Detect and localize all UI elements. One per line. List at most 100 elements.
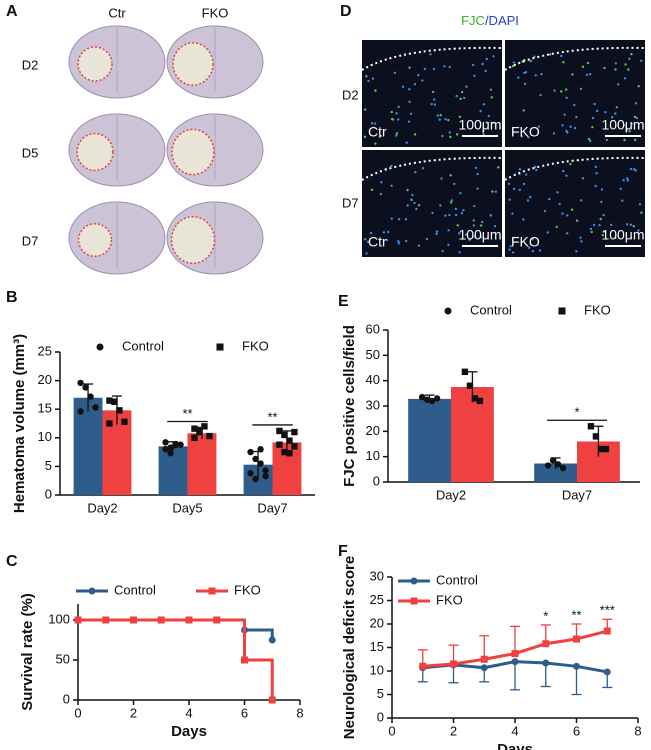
row-label: D7 <box>342 195 359 210</box>
cell <box>619 187 622 190</box>
cell <box>511 251 515 254</box>
cell <box>438 118 441 121</box>
cell <box>417 73 420 77</box>
cell <box>473 204 476 208</box>
image-label: Ctr <box>368 124 387 140</box>
data-point <box>252 455 259 463</box>
cell <box>395 132 399 135</box>
cell <box>421 79 424 82</box>
cell <box>465 85 468 88</box>
cell <box>460 90 464 94</box>
cell <box>423 67 427 71</box>
y-tick-label: 5 <box>377 686 384 701</box>
data-point <box>419 662 427 670</box>
image-label: FKO <box>511 234 540 250</box>
data-point <box>116 407 123 414</box>
cell <box>520 135 524 138</box>
cell <box>522 109 525 112</box>
cell <box>453 182 456 186</box>
data-point <box>77 379 84 387</box>
cell <box>395 112 398 115</box>
cell <box>479 236 483 239</box>
image-label: FKO <box>511 124 540 140</box>
cell <box>429 53 432 56</box>
cell <box>598 223 601 227</box>
cell <box>431 211 434 215</box>
cell <box>441 249 444 253</box>
x-tick-label: 8 <box>296 705 303 720</box>
cell <box>390 184 393 187</box>
cell <box>600 200 603 204</box>
survival-step <box>244 628 274 640</box>
panel-letter: E <box>338 293 349 310</box>
cell <box>481 62 484 66</box>
cell <box>548 197 551 201</box>
cell <box>595 171 598 175</box>
edge <box>504 156 646 181</box>
y-axis-label: Hematoma volume (mm³) <box>11 334 28 513</box>
data-point <box>423 396 431 403</box>
cell <box>395 134 398 137</box>
cell <box>485 121 488 124</box>
data-point <box>252 475 259 483</box>
data-point <box>276 441 283 448</box>
legend-label: FKO <box>584 302 611 317</box>
cell <box>637 84 640 88</box>
cell <box>397 105 400 109</box>
cell <box>632 225 635 228</box>
cell <box>379 192 383 196</box>
cell <box>439 204 442 207</box>
cell <box>586 61 590 65</box>
data-point <box>196 428 203 436</box>
y-tick-label: 100 <box>48 611 70 626</box>
cell <box>459 97 462 101</box>
panel-title: FJC/DAPI <box>461 13 519 28</box>
cell <box>587 137 591 141</box>
cell <box>559 90 563 93</box>
legend-marker <box>410 577 418 585</box>
y-tick-label: 15 <box>370 639 384 654</box>
cell <box>390 217 393 220</box>
cell <box>484 69 487 73</box>
legend-marker <box>444 307 452 315</box>
y-axis-label: Neurological deficit score <box>341 556 358 739</box>
cell <box>627 68 630 71</box>
cell <box>448 213 451 217</box>
cell <box>413 201 416 205</box>
cell <box>413 133 417 136</box>
cell <box>599 217 602 221</box>
cell <box>535 168 538 172</box>
cell <box>464 233 468 236</box>
cell <box>482 130 485 133</box>
cell <box>622 179 625 182</box>
cell <box>439 113 442 117</box>
cell <box>526 199 530 202</box>
cell <box>364 108 367 111</box>
cell <box>588 73 592 76</box>
data-point <box>433 395 441 402</box>
edge <box>361 46 503 71</box>
cell <box>480 220 484 224</box>
cell <box>408 66 411 69</box>
data-point <box>87 393 94 400</box>
cell <box>590 230 593 234</box>
cell <box>397 239 400 243</box>
cell <box>523 82 527 86</box>
cell <box>575 219 579 222</box>
cell <box>561 212 564 215</box>
cell <box>518 188 521 192</box>
cell <box>616 83 620 86</box>
cell <box>455 133 459 136</box>
cell <box>443 65 446 68</box>
data-point <box>559 464 567 472</box>
cell <box>472 219 475 222</box>
y-tick-label: 20 <box>366 423 380 438</box>
cell <box>458 251 461 254</box>
data-point <box>592 433 600 440</box>
cell <box>456 224 459 227</box>
panel-letter: A <box>6 3 18 20</box>
cell <box>448 131 451 134</box>
data-point <box>511 658 519 666</box>
significance: * <box>574 405 579 420</box>
data-point <box>167 450 174 457</box>
